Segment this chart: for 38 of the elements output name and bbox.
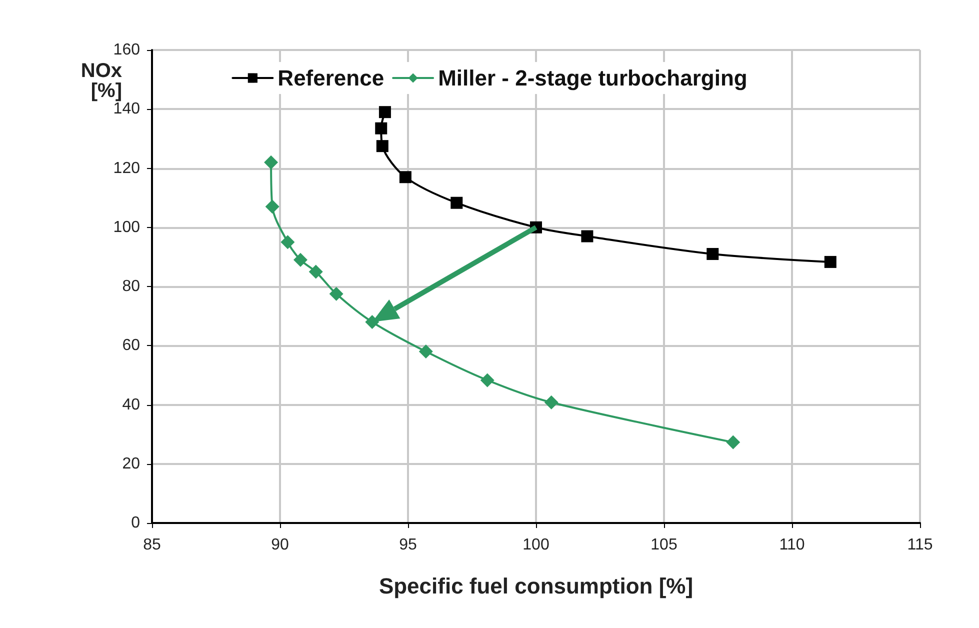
y-tick-label: 120 xyxy=(113,160,140,177)
y-tick-label: 0 xyxy=(131,514,140,532)
point xyxy=(706,248,719,260)
point xyxy=(544,395,558,410)
point xyxy=(450,196,463,209)
point xyxy=(824,256,836,268)
y-axis-title: NOx [%] xyxy=(80,60,122,102)
y-tick-label: 80 xyxy=(122,278,140,295)
y-tick-label: 40 xyxy=(122,396,140,414)
point xyxy=(375,122,388,134)
x-tick-label: 110 xyxy=(779,536,805,554)
y-tick-label: 160 xyxy=(113,42,140,58)
x-tick-label: 115 xyxy=(907,536,933,554)
x-axis-title: Specific fuel consumption [%] xyxy=(378,574,694,598)
point xyxy=(418,344,433,359)
y-tick-label: 20 xyxy=(122,455,140,472)
point xyxy=(265,200,280,214)
point xyxy=(308,264,323,279)
x-tick-label: 85 xyxy=(143,536,161,554)
point xyxy=(329,286,344,301)
point xyxy=(480,373,494,388)
point xyxy=(280,235,295,250)
point xyxy=(378,106,391,118)
point xyxy=(293,252,308,267)
point xyxy=(264,155,278,170)
y-tick-label: 100 xyxy=(113,218,140,236)
x-tick-label: 95 xyxy=(399,536,417,554)
point xyxy=(376,140,388,152)
y-tick-label: 60 xyxy=(122,337,140,354)
y-tick-label: 140 xyxy=(113,100,140,118)
legend-label: Reference xyxy=(278,66,384,90)
legend-label: Miller - 2-stage turbocharging xyxy=(438,66,748,90)
x-tick-label: 100 xyxy=(522,536,550,554)
x-tick-label: 90 xyxy=(271,536,289,554)
point xyxy=(726,435,740,450)
x-tick-label: 105 xyxy=(650,536,678,554)
point xyxy=(399,171,412,184)
point xyxy=(581,230,594,242)
